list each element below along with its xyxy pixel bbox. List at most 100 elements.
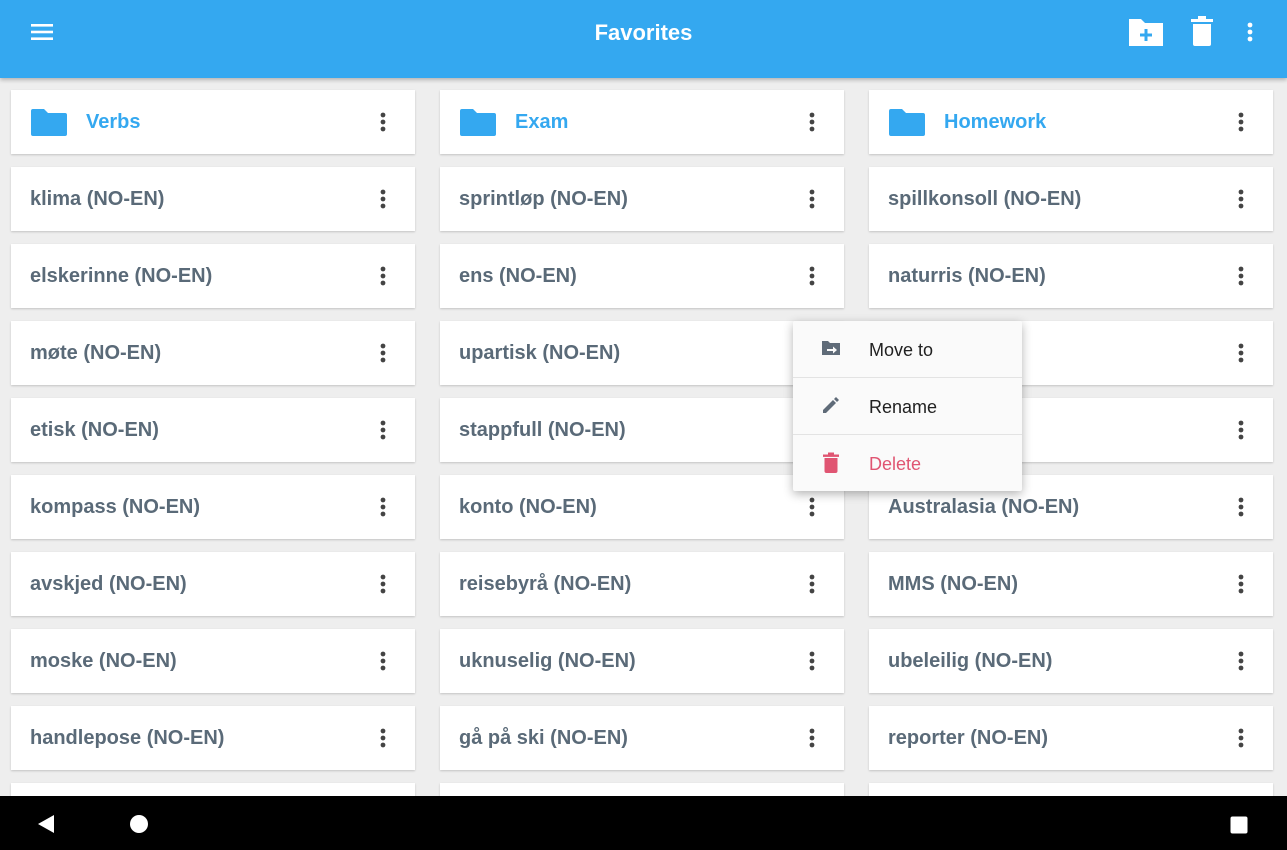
folder-card[interactable]: Verbs	[11, 90, 415, 154]
word-card[interactable]: ubeleilig (NO-EN)	[869, 629, 1273, 693]
item-options-button[interactable]	[371, 572, 395, 596]
item-options-button[interactable]	[800, 572, 824, 596]
item-options-button[interactable]	[371, 110, 395, 134]
recents-button[interactable]	[1229, 815, 1249, 840]
word-label: reporter (NO-EN)	[888, 727, 1049, 749]
word-card[interactable]: uknuselig (NO-EN)	[440, 629, 844, 693]
word-card[interactable]: avskjed (NO-EN)	[11, 552, 415, 616]
item-options-button[interactable]	[1229, 110, 1253, 134]
item-options-button[interactable]	[371, 187, 395, 211]
word-card[interactable]: kompass (NO-EN)	[11, 475, 415, 539]
folder-name: Homework	[944, 111, 1047, 133]
delete-menu-item[interactable]: Delete	[793, 435, 1022, 491]
folder-icon	[460, 109, 496, 136]
overflow-menu-button[interactable]	[1238, 14, 1262, 50]
word-card[interactable]: spillkonsoll (NO-EN)	[869, 167, 1273, 231]
move-to-label: Move to	[869, 340, 934, 360]
word-card[interactable]: reporter (NO-EN)	[869, 706, 1273, 770]
menu-divider	[793, 434, 1022, 435]
folder-card[interactable]: Homework	[869, 90, 1273, 154]
item-options-button[interactable]	[1229, 341, 1253, 365]
delete-label: Delete	[869, 454, 922, 474]
more-vert-icon	[380, 266, 386, 286]
word-label: stappfull (NO-EN)	[459, 419, 626, 441]
word-card-partial[interactable]	[11, 783, 415, 796]
item-options-button[interactable]	[371, 726, 395, 750]
item-options-button[interactable]	[1229, 649, 1253, 673]
word-card[interactable]: MMS (NO-EN)	[869, 552, 1273, 616]
more-vert-icon	[380, 497, 386, 517]
word-label: moske (NO-EN)	[30, 650, 177, 672]
folder-name: Exam	[515, 111, 569, 133]
rename-menu-item[interactable]: Rename	[793, 378, 1022, 434]
item-options-button[interactable]	[1229, 495, 1253, 519]
word-card[interactable]: upartisk (NO-EN)	[440, 321, 844, 385]
item-options-button[interactable]	[371, 418, 395, 442]
item-options-button[interactable]	[1229, 726, 1253, 750]
word-card[interactable]: klima (NO-EN)	[11, 167, 415, 231]
move-to-folder-icon	[822, 341, 840, 355]
menu-icon	[31, 24, 53, 40]
word-card[interactable]: ens (NO-EN)	[440, 244, 844, 308]
folder-name: Verbs	[86, 111, 141, 133]
word-label: Australasia (NO-EN)	[888, 496, 1080, 518]
word-label: spillkonsoll (NO-EN)	[888, 188, 1082, 210]
word-card[interactable]: etisk (NO-EN)	[11, 398, 415, 462]
word-card-partial[interactable]	[440, 783, 844, 796]
item-options-button[interactable]	[800, 264, 824, 288]
more-vert-icon	[1238, 497, 1244, 517]
word-card[interactable]: møte (NO-EN)	[11, 321, 415, 385]
more-vert-icon	[1247, 22, 1253, 42]
folder-icon	[31, 109, 67, 136]
folder-card[interactable]: Exam	[440, 90, 844, 154]
word-card[interactable]: moske (NO-EN)	[11, 629, 415, 693]
word-label: konto (NO-EN)	[459, 496, 597, 518]
item-options-button[interactable]	[371, 495, 395, 519]
more-vert-icon	[380, 420, 386, 440]
item-options-button[interactable]	[371, 264, 395, 288]
more-vert-icon	[380, 112, 386, 132]
item-options-button[interactable]	[800, 187, 824, 211]
more-vert-icon	[1238, 189, 1244, 209]
word-card[interactable]: sprintløp (NO-EN)	[440, 167, 844, 231]
more-vert-icon	[809, 189, 815, 209]
create-folder-button[interactable]	[1126, 14, 1166, 50]
word-card[interactable]: gå på ski (NO-EN)	[440, 706, 844, 770]
more-vert-icon	[1238, 574, 1244, 594]
rename-label: Rename	[869, 397, 938, 417]
word-label: avskjed (NO-EN)	[30, 573, 187, 595]
system-nav-bar	[0, 796, 1287, 850]
item-options-button[interactable]	[1229, 187, 1253, 211]
move-to-menu-item[interactable]: Move to	[793, 321, 1022, 377]
word-label: uknuselig (NO-EN)	[459, 650, 636, 672]
word-label: møte (NO-EN)	[30, 342, 162, 364]
folder-icon	[889, 109, 925, 136]
word-card[interactable]: naturris (NO-EN)	[869, 244, 1273, 308]
pencil-icon	[823, 397, 839, 413]
word-card[interactable]: Australasia (NO-EN)	[869, 475, 1273, 539]
item-options-button[interactable]	[800, 110, 824, 134]
word-card[interactable]: handlepose (NO-EN)	[11, 706, 415, 770]
word-label: kompass (NO-EN)	[30, 496, 201, 518]
create-folder-icon	[1129, 19, 1163, 46]
trash-icon	[823, 452, 839, 473]
back-button[interactable]	[36, 813, 56, 840]
more-vert-icon	[380, 343, 386, 363]
item-options-button[interactable]	[800, 649, 824, 673]
word-card[interactable]: stappfull (NO-EN)	[440, 398, 844, 462]
home-button[interactable]	[129, 814, 149, 839]
item-options-button[interactable]	[1229, 418, 1253, 442]
menu-button[interactable]	[24, 18, 60, 46]
item-options-button[interactable]	[371, 341, 395, 365]
delete-button[interactable]	[1186, 14, 1218, 50]
word-card[interactable]: reisebyrå (NO-EN)	[440, 552, 844, 616]
word-card[interactable]: elskerinne (NO-EN)	[11, 244, 415, 308]
word-card[interactable]: konto (NO-EN)	[440, 475, 844, 539]
item-options-button[interactable]	[800, 495, 824, 519]
item-options-button[interactable]	[800, 726, 824, 750]
word-card-partial[interactable]	[869, 783, 1273, 796]
item-options-button[interactable]	[1229, 264, 1253, 288]
item-options-button[interactable]	[371, 649, 395, 673]
item-options-button[interactable]	[1229, 572, 1253, 596]
menu-divider	[793, 377, 1022, 378]
